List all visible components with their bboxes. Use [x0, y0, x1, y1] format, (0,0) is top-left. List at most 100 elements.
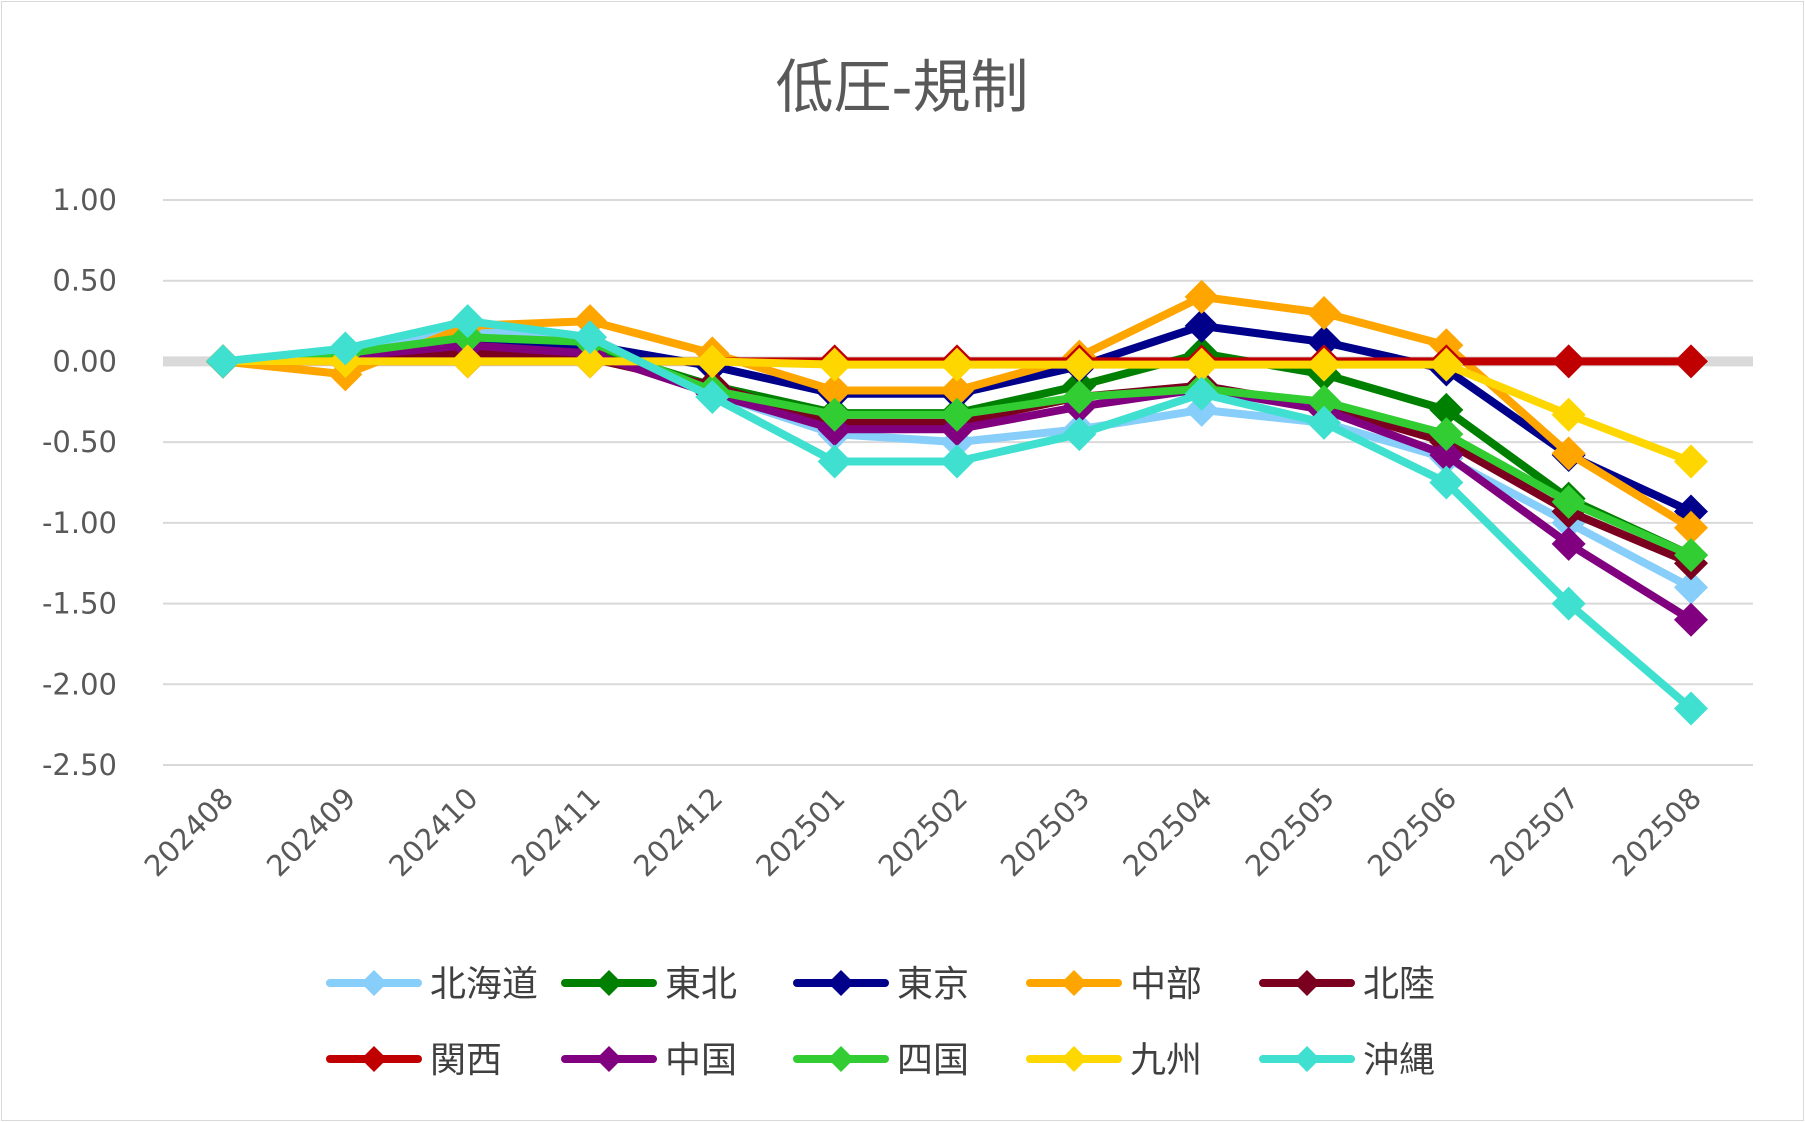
data-point — [1062, 417, 1097, 452]
series-lines — [206, 279, 1708, 726]
y-tick-label: 0.00 — [52, 344, 117, 378]
data-point — [1062, 347, 1097, 382]
x-axis-ticks: 202408 202409 202410 202411 202412 202501 2025… — [138, 781, 1708, 883]
data-point — [573, 320, 607, 355]
data-point — [1184, 308, 1219, 343]
x-tick-label: 202503 — [994, 781, 1096, 883]
x-tick-label: 202408 — [138, 781, 240, 883]
series-10 — [206, 304, 1708, 726]
data-point — [1674, 510, 1708, 545]
legend-label: 東京 — [897, 964, 969, 1005]
legend-item: 四国 — [793, 1040, 969, 1081]
data-point — [1307, 325, 1341, 360]
legend-marker — [1294, 970, 1320, 996]
data-point — [1551, 436, 1586, 471]
data-point — [328, 331, 363, 366]
x-tick-label: 202501 — [749, 781, 851, 883]
x-tick-label: 202507 — [1483, 781, 1585, 883]
legend-marker — [361, 970, 387, 996]
legend-item: 関西 — [326, 1040, 502, 1081]
data-point — [817, 444, 852, 479]
x-tick-label: 202506 — [1361, 781, 1463, 883]
data-point — [1674, 444, 1708, 479]
data-point — [573, 344, 607, 379]
legend-marker — [361, 1046, 387, 1072]
data-point — [1184, 279, 1219, 314]
data-point — [1307, 347, 1341, 382]
data-point — [450, 344, 485, 379]
data-point — [1184, 376, 1219, 411]
x-tick-label: 202410 — [382, 781, 484, 883]
legend-item: 中国 — [561, 1040, 737, 1081]
data-point — [940, 444, 974, 479]
data-point — [817, 373, 852, 408]
x-tick-label: 202508 — [1606, 781, 1708, 883]
legend-marker — [1294, 1046, 1320, 1072]
legend-label: 中国 — [665, 1040, 737, 1081]
legend-item: 北陸 — [1259, 964, 1435, 1005]
legend-marker — [596, 1046, 622, 1072]
data-point — [1062, 379, 1097, 414]
x-tick-label: 202505 — [1239, 781, 1341, 883]
data-point — [1429, 392, 1464, 427]
data-point — [1674, 344, 1708, 379]
y-tick-label: -1.00 — [42, 506, 117, 540]
data-point — [1551, 526, 1586, 561]
legend-marker — [828, 1046, 854, 1072]
data-point — [1674, 691, 1708, 726]
legend-item: 中部 — [1026, 964, 1202, 1005]
data-point — [695, 379, 730, 414]
legend-marker — [1061, 970, 1087, 996]
data-point — [1674, 538, 1708, 573]
data-point — [1674, 602, 1708, 637]
data-point — [1551, 586, 1586, 621]
data-point — [1307, 384, 1341, 419]
legend-label: 中部 — [1130, 964, 1202, 1005]
data-point — [940, 373, 974, 408]
data-point — [206, 344, 240, 379]
legend-label: 四国 — [897, 1040, 969, 1081]
data-point — [940, 347, 974, 382]
y-tick-label: -1.50 — [42, 587, 117, 621]
legend-item: 九州 — [1026, 1040, 1202, 1081]
legend-label: 関西 — [430, 1040, 502, 1081]
data-point — [1429, 347, 1464, 382]
legend-item: 東京 — [793, 964, 969, 1005]
x-tick-label: 202502 — [872, 781, 974, 883]
y-axis-ticks: 1.00 0.50 0.00 -0.50 -1.00 -1.50 -2.00 -2.50 — [42, 183, 117, 782]
legend-item: 北海道 — [326, 964, 538, 1005]
y-tick-label: 0.50 — [52, 264, 117, 298]
legend-label: 東北 — [665, 964, 737, 1005]
data-point — [1429, 438, 1464, 473]
legend-marker — [828, 970, 854, 996]
x-tick-label: 202409 — [260, 781, 362, 883]
y-tick-label: -2.00 — [42, 667, 117, 701]
legend-label: 北陸 — [1363, 964, 1435, 1005]
data-point — [817, 347, 852, 382]
data-point — [695, 344, 730, 379]
data-point — [1429, 465, 1464, 500]
x-tick-label: 202411 — [505, 781, 607, 883]
y-tick-label: -2.50 — [42, 748, 117, 782]
data-point — [1551, 484, 1586, 519]
legend-item: 沖縄 — [1259, 1040, 1435, 1081]
data-point — [1184, 347, 1219, 382]
data-point — [1674, 570, 1708, 605]
data-point — [450, 304, 485, 339]
legend-label: 北海道 — [430, 964, 538, 1005]
legend-label: 九州 — [1130, 1040, 1202, 1081]
data-point — [940, 397, 974, 432]
x-tick-label: 202412 — [627, 781, 729, 883]
x-tick-label: 202504 — [1116, 781, 1218, 883]
data-point — [1429, 417, 1464, 452]
legend-label: 沖縄 — [1363, 1040, 1435, 1081]
data-point — [1307, 296, 1341, 330]
data-point — [1551, 397, 1586, 432]
data-point — [817, 397, 852, 432]
legend-item: 東北 — [561, 964, 737, 1005]
y-tick-label: 1.00 — [52, 183, 117, 217]
y-tick-label: -0.50 — [42, 425, 117, 459]
